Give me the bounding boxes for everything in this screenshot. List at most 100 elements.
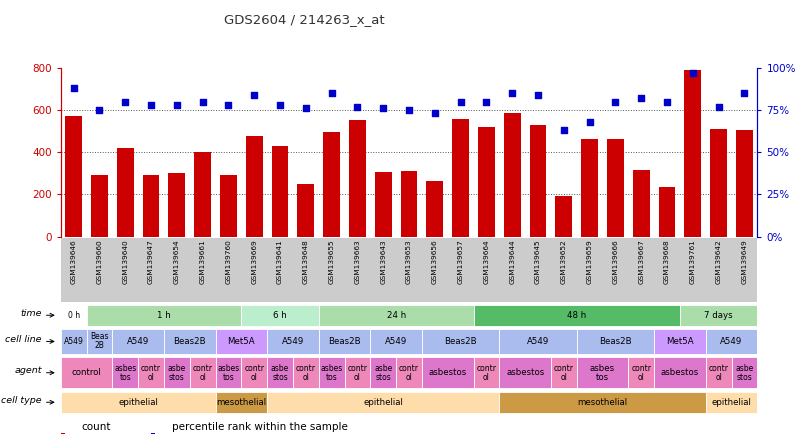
Text: GSM139654: GSM139654 bbox=[174, 239, 180, 284]
Text: GSM139645: GSM139645 bbox=[535, 239, 541, 284]
Text: A549: A549 bbox=[720, 337, 743, 346]
Bar bbox=[396, 357, 422, 388]
Bar bbox=[710, 129, 727, 237]
Bar bbox=[139, 357, 164, 388]
Bar bbox=[474, 357, 499, 388]
Bar bbox=[370, 329, 422, 354]
Text: A549: A549 bbox=[127, 337, 149, 346]
Bar bbox=[61, 432, 65, 434]
Text: Beas2B: Beas2B bbox=[599, 337, 632, 346]
Bar bbox=[551, 357, 577, 388]
Text: contr
ol: contr ol bbox=[631, 364, 651, 382]
Bar bbox=[556, 195, 572, 237]
Text: asbestos: asbestos bbox=[506, 368, 544, 377]
Bar bbox=[168, 174, 185, 237]
Text: epithelial: epithelial bbox=[118, 398, 158, 407]
Text: GSM139647: GSM139647 bbox=[148, 239, 154, 284]
Bar bbox=[319, 305, 474, 326]
Bar bbox=[190, 357, 215, 388]
Bar bbox=[577, 329, 654, 354]
Text: 6 h: 6 h bbox=[273, 311, 287, 320]
Text: Beas2B: Beas2B bbox=[328, 337, 361, 346]
Point bbox=[325, 90, 338, 97]
Point bbox=[351, 103, 364, 110]
Text: GSM139660: GSM139660 bbox=[96, 239, 102, 284]
Bar bbox=[113, 357, 139, 388]
Bar bbox=[220, 175, 237, 237]
Point bbox=[635, 95, 648, 102]
Text: GSM139761: GSM139761 bbox=[690, 239, 696, 284]
Bar bbox=[215, 392, 267, 413]
Text: control: control bbox=[71, 368, 101, 377]
Point bbox=[557, 127, 570, 134]
Bar bbox=[401, 171, 417, 237]
Text: A549: A549 bbox=[527, 337, 549, 346]
Text: contr
ol: contr ol bbox=[141, 364, 161, 382]
Bar bbox=[582, 139, 598, 237]
Text: A549: A549 bbox=[282, 337, 304, 346]
Text: contr
ol: contr ol bbox=[709, 364, 729, 382]
Text: A549: A549 bbox=[385, 337, 407, 346]
Bar bbox=[87, 305, 241, 326]
Text: count: count bbox=[82, 422, 111, 432]
Point bbox=[93, 107, 106, 114]
Point bbox=[454, 98, 467, 105]
Text: asbe
stos: asbe stos bbox=[271, 364, 289, 382]
Point bbox=[196, 98, 209, 105]
Bar bbox=[422, 329, 499, 354]
Text: GSM139666: GSM139666 bbox=[612, 239, 619, 284]
Point bbox=[738, 90, 751, 97]
Text: Beas
2B: Beas 2B bbox=[90, 333, 109, 350]
Text: GSM139668: GSM139668 bbox=[664, 239, 670, 284]
Text: GSM139653: GSM139653 bbox=[406, 239, 412, 284]
Bar bbox=[293, 357, 319, 388]
Bar bbox=[267, 392, 499, 413]
Text: asbe
stos: asbe stos bbox=[168, 364, 186, 382]
Bar bbox=[66, 116, 82, 237]
Text: GDS2604 / 214263_x_at: GDS2604 / 214263_x_at bbox=[224, 13, 385, 26]
Text: GSM139644: GSM139644 bbox=[509, 239, 515, 284]
Bar bbox=[61, 329, 87, 354]
Text: GSM139655: GSM139655 bbox=[329, 239, 335, 284]
Bar bbox=[530, 125, 547, 237]
Text: asbes
tos: asbes tos bbox=[321, 364, 343, 382]
Text: contr
ol: contr ol bbox=[296, 364, 316, 382]
Text: GSM139641: GSM139641 bbox=[277, 239, 283, 284]
Bar bbox=[659, 187, 676, 237]
Text: time: time bbox=[20, 309, 42, 318]
Bar bbox=[267, 329, 319, 354]
Bar bbox=[143, 175, 160, 237]
Bar bbox=[375, 172, 391, 237]
Text: GSM139643: GSM139643 bbox=[380, 239, 386, 284]
Text: asbes
tos: asbes tos bbox=[590, 364, 615, 382]
Bar bbox=[267, 357, 293, 388]
Text: 1 h: 1 h bbox=[157, 311, 171, 320]
Bar bbox=[113, 329, 164, 354]
Bar bbox=[680, 305, 757, 326]
Bar bbox=[633, 170, 650, 237]
Text: GSM139663: GSM139663 bbox=[355, 239, 360, 284]
Bar bbox=[504, 113, 521, 237]
Bar bbox=[271, 146, 288, 237]
Point bbox=[428, 110, 441, 117]
Bar bbox=[422, 357, 474, 388]
Text: GSM139646: GSM139646 bbox=[70, 239, 77, 284]
Bar bbox=[370, 357, 396, 388]
Text: Met5A: Met5A bbox=[228, 337, 255, 346]
Bar bbox=[499, 329, 577, 354]
Point bbox=[222, 102, 235, 109]
Bar bbox=[246, 136, 262, 237]
Text: 24 h: 24 h bbox=[386, 311, 406, 320]
Text: epithelial: epithelial bbox=[712, 398, 752, 407]
Text: GSM139640: GSM139640 bbox=[122, 239, 128, 284]
Text: GSM139661: GSM139661 bbox=[199, 239, 206, 284]
Bar bbox=[344, 357, 370, 388]
Bar bbox=[474, 305, 680, 326]
Text: asbes
tos: asbes tos bbox=[217, 364, 240, 382]
Bar bbox=[319, 357, 344, 388]
Point bbox=[274, 102, 287, 109]
Bar bbox=[319, 329, 370, 354]
Text: GSM139652: GSM139652 bbox=[561, 239, 567, 284]
Text: agent: agent bbox=[15, 365, 42, 375]
Point bbox=[377, 105, 390, 112]
